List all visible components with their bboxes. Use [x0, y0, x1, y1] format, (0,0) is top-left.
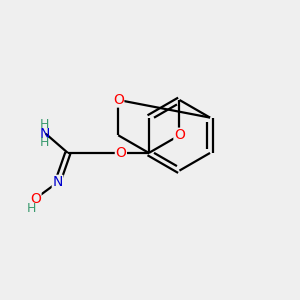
Text: N: N — [52, 176, 63, 189]
Text: O: O — [30, 192, 41, 206]
Text: O: O — [116, 146, 126, 160]
Text: H: H — [40, 136, 49, 149]
Text: O: O — [174, 128, 185, 142]
Text: H: H — [40, 118, 49, 131]
Text: N: N — [39, 127, 50, 141]
Text: O: O — [113, 93, 124, 107]
Text: H: H — [26, 202, 36, 215]
